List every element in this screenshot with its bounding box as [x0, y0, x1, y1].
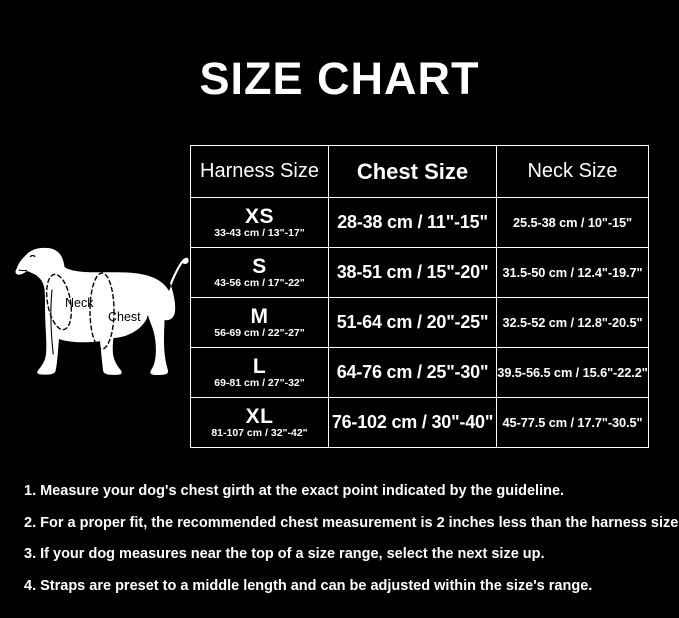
instruction-item: 3. If your dog measures near the top of … [24, 546, 545, 562]
size-range: 43-56 cm / 17"-22" [214, 277, 305, 290]
size-letter: L [252, 354, 267, 378]
cell-chest-size: 51-64 cm / 20"-25" [328, 297, 497, 348]
table-header-row: Harness Size Chest Size Neck Size [190, 145, 649, 198]
chest-label: Chest [108, 310, 141, 324]
instruction-item: 2. For a proper fit, the recommended che… [24, 514, 679, 531]
size-letter: S [252, 254, 267, 278]
cell-neck-size: 39.5-56.5 cm / 15.6"-22.2" [496, 347, 649, 398]
instruction-item: 1. Measure your dog's chest girth at the… [24, 483, 565, 499]
cell-neck-size: 32.5-52 cm / 12.8"-20.5" [496, 297, 649, 348]
size-letter: M [250, 304, 269, 328]
cell-harness-size: L 69-81 cm / 27"-32" [190, 347, 329, 398]
cell-harness-size: S 43-56 cm / 17"-22" [190, 247, 329, 298]
table-row: L 69-81 cm / 27"-32" 64-76 cm / 25"-30" … [190, 347, 649, 398]
dog-illustration: Neck Chest [12, 228, 192, 388]
neck-measure-line [45, 273, 73, 331]
cell-harness-size: M 56-69 cm / 22"-27" [190, 297, 329, 348]
cell-chest-size: 76-102 cm / 30"-40" [328, 397, 497, 448]
chest-measure-line [89, 272, 115, 350]
neck-label: Neck [65, 296, 94, 310]
table-row: M 56-69 cm / 22"-27" 51-64 cm / 20"-25" … [190, 297, 649, 348]
size-letter: XS [244, 204, 274, 228]
size-range: 81-107 cm / 32"-42" [211, 427, 308, 440]
page-title: SIZE CHART [199, 53, 480, 104]
size-range: 56-69 cm / 22"-27" [214, 327, 305, 340]
dog-front-leg-line [50, 289, 54, 355]
cell-chest-size: 64-76 cm / 25"-30" [328, 347, 497, 398]
cell-neck-size: 45-77.5 cm / 17.7"-30.5" [496, 397, 649, 448]
table-row: XS 33-43 cm / 13"-17" 28-38 cm / 11"-15"… [190, 197, 649, 248]
cell-neck-size: 25.5-38 cm / 10"-15" [496, 197, 649, 248]
column-header-neck-size: Neck Size [496, 145, 649, 198]
dog-eye [29, 254, 36, 258]
instructions-list: 1. Measure your dog's chest girth at the… [24, 483, 679, 594]
size-range: 69-81 cm / 27"-32" [214, 377, 305, 390]
cell-harness-size: XL 81-107 cm / 32"-42" [190, 397, 329, 448]
column-header-harness-size: Harness Size [190, 145, 329, 198]
table-row: XL 81-107 cm / 32"-42" 76-102 cm / 30"-4… [190, 397, 649, 448]
size-letter: XL [245, 404, 274, 428]
instruction-item: 4. Straps are preset to a middle length … [24, 577, 593, 594]
table-row: S 43-56 cm / 17"-22" 38-51 cm / 15"-20" … [190, 247, 649, 298]
cell-chest-size: 38-51 cm / 15"-20" [328, 247, 497, 298]
dog-muzzle-line [18, 269, 28, 272]
size-range: 33-43 cm / 13"-17" [214, 227, 305, 240]
size-chart-table: Harness Size Chest Size Neck Size XS 33-… [190, 145, 649, 448]
cell-neck-size: 31.5-50 cm / 12.4"-19.7" [496, 247, 649, 298]
dog-rear-leg-line [138, 315, 149, 365]
cell-chest-size: 28-38 cm / 11"-15" [328, 197, 497, 248]
column-header-chest-size: Chest Size [328, 145, 497, 198]
dog-silhouette [15, 247, 189, 375]
cell-harness-size: XS 33-43 cm / 13"-17" [190, 197, 329, 248]
